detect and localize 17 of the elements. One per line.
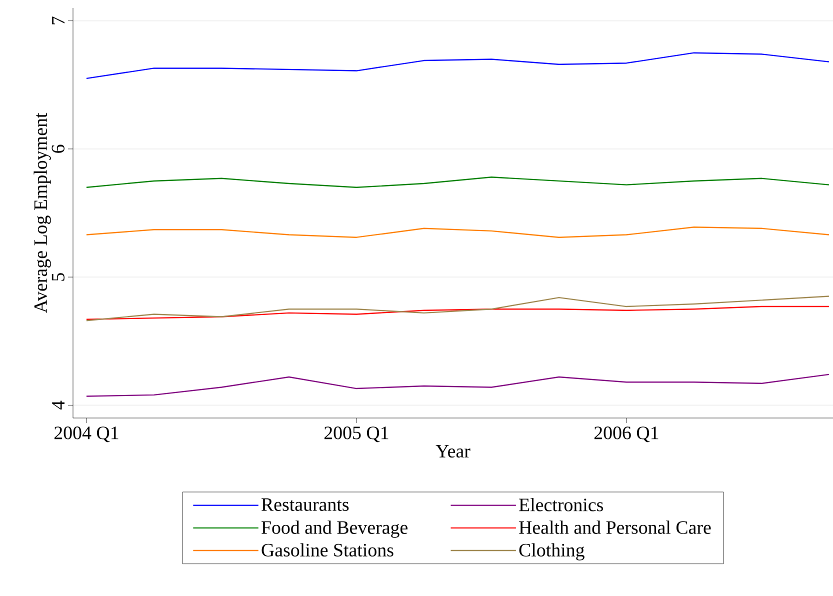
y-tick-label: 7 (52, 16, 64, 24)
x-axis-title: Year (436, 445, 470, 458)
y-axis-title: Average Log Employment (34, 112, 51, 314)
x-tick-label: 2004 Q1 (54, 426, 118, 442)
y-tick-label: 4 (52, 400, 64, 410)
legend-label: Electronics (519, 498, 604, 512)
line-series (86, 226, 830, 238)
legend-label: Gasoline Stations (262, 543, 394, 557)
y-tick-label: 6 (52, 144, 64, 153)
legend-label: Food and Beverage (262, 520, 408, 538)
legend-label: Restaurants (262, 498, 349, 511)
x-tick-label: 2005 Q1 (324, 426, 388, 442)
y-tick-label: 5 (52, 273, 64, 281)
line-series (86, 374, 830, 397)
legend-label: Clothing (519, 543, 584, 560)
x-tick-label: 2006 Q1 (594, 426, 658, 442)
legend-label: Health and Personal Care (519, 520, 711, 534)
